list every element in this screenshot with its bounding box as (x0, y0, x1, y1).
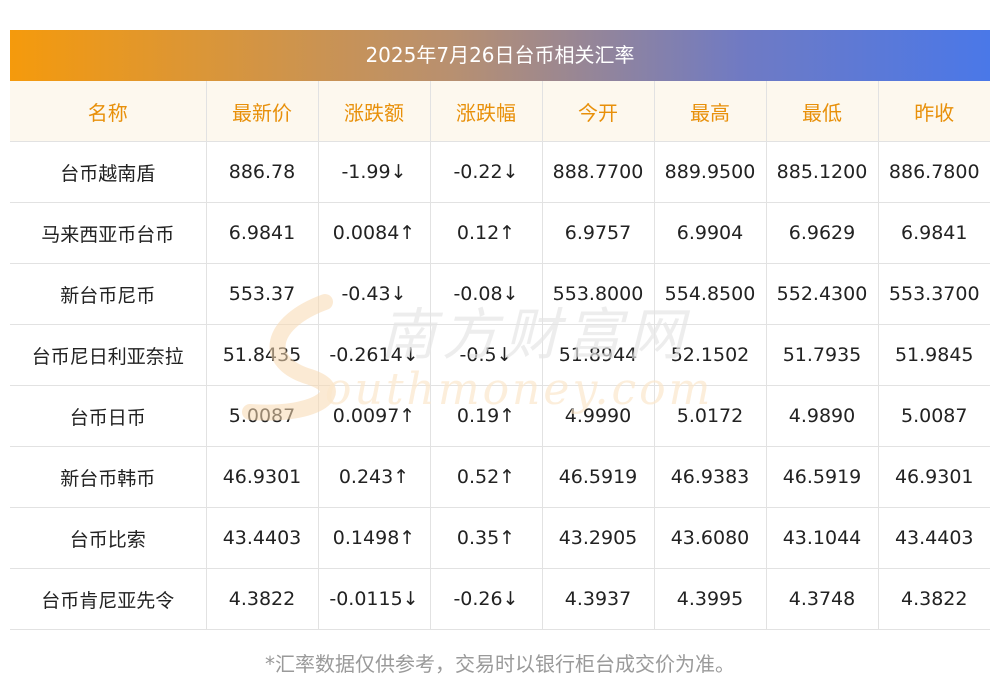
cell-open: 4.9990 (542, 385, 655, 447)
cell-high: 554.8500 (654, 263, 767, 325)
cell-change-pct: -0.22↓ (430, 141, 543, 203)
cell-prev-close: 886.7800 (878, 141, 990, 203)
table-row: 台币日币 5.0087 0.0097↑ 0.19↑ 4.9990 5.0172 4.9890… (10, 385, 990, 447)
table-row: 台币越南盾 886.78 -1.99↓ -0.22↓ 888.7700 889.9500 8… (10, 141, 990, 203)
cell-name: 马来西亚币台币 (10, 202, 207, 264)
cell-name: 台币尼日利亚奈拉 (10, 324, 207, 386)
cell-latest: 43.4403 (206, 507, 319, 569)
cell-low: 4.3748 (766, 568, 879, 630)
cell-change: 0.243↑ (318, 446, 431, 508)
header-change: 涨跌额 (318, 81, 431, 142)
cell-prev-close: 6.9841 (878, 202, 990, 264)
header-latest: 最新价 (206, 81, 319, 142)
cell-change-pct: -0.5↓ (430, 324, 543, 386)
table-row: 台币肯尼亚先令 4.3822 -0.0115↓ -0.26↓ 4.3937 4.3995 4… (10, 568, 990, 630)
cell-change: -0.0115↓ (318, 568, 431, 630)
cell-latest: 51.8435 (206, 324, 319, 386)
table-row: 台币尼日利亚奈拉 51.8435 -0.2614↓ -0.5↓ 51.8944 52.15… (10, 324, 990, 386)
cell-high: 52.1502 (654, 324, 767, 386)
header-name: 名称 (10, 81, 207, 142)
cell-latest: 46.9301 (206, 446, 319, 508)
cell-prev-close: 46.9301 (878, 446, 990, 508)
cell-change: 0.0097↑ (318, 385, 431, 447)
exchange-rate-table: 名称 最新价 涨跌额 涨跌幅 今开 最高 最低 昨收 台币越南盾 886.78 -1… (10, 81, 990, 630)
cell-low: 46.5919 (766, 446, 879, 508)
cell-name: 台币日币 (10, 385, 207, 447)
disclaimer-footer: *汇率数据仅供参考，交易时以银行柜台成交价为准。 (265, 652, 735, 676)
table-row: 台币比索 43.4403 0.1498↑ 0.35↑ 43.2905 43.6080 43.… (10, 507, 990, 569)
cell-change-pct: -0.26↓ (430, 568, 543, 630)
table-header-row: 名称 最新价 涨跌额 涨跌幅 今开 最高 最低 昨收 (10, 81, 990, 142)
cell-change-pct: 0.35↑ (430, 507, 543, 569)
cell-low: 51.7935 (766, 324, 879, 386)
cell-open: 6.9757 (542, 202, 655, 264)
cell-open: 4.3937 (542, 568, 655, 630)
cell-open: 51.8944 (542, 324, 655, 386)
cell-prev-close: 5.0087 (878, 385, 990, 447)
cell-open: 553.8000 (542, 263, 655, 325)
table-body: 台币越南盾 886.78 -1.99↓ -0.22↓ 888.7700 889.9500 8… (10, 141, 990, 630)
cell-high: 6.9904 (654, 202, 767, 264)
cell-change-pct: 0.52↑ (430, 446, 543, 508)
cell-change-pct: 0.12↑ (430, 202, 543, 264)
cell-change: -0.43↓ (318, 263, 431, 325)
page-title: 2025年7月26日台币相关汇率 (10, 30, 990, 81)
cell-low: 43.1044 (766, 507, 879, 569)
header-open: 今开 (542, 81, 655, 142)
cell-latest: 886.78 (206, 141, 319, 203)
cell-high: 43.6080 (654, 507, 767, 569)
cell-change: 0.1498↑ (318, 507, 431, 569)
cell-low: 885.1200 (766, 141, 879, 203)
cell-low: 6.9629 (766, 202, 879, 264)
cell-low: 552.4300 (766, 263, 879, 325)
cell-latest: 6.9841 (206, 202, 319, 264)
table-row: 新台币尼币 553.37 -0.43↓ -0.08↓ 553.8000 554.8500 5… (10, 263, 990, 325)
cell-prev-close: 51.9845 (878, 324, 990, 386)
cell-prev-close: 553.3700 (878, 263, 990, 325)
cell-low: 4.9890 (766, 385, 879, 447)
cell-open: 46.5919 (542, 446, 655, 508)
cell-high: 889.9500 (654, 141, 767, 203)
cell-high: 46.9383 (654, 446, 767, 508)
cell-open: 888.7700 (542, 141, 655, 203)
cell-change: 0.0084↑ (318, 202, 431, 264)
cell-high: 4.3995 (654, 568, 767, 630)
cell-name: 台币比索 (10, 507, 207, 569)
cell-latest: 5.0087 (206, 385, 319, 447)
cell-open: 43.2905 (542, 507, 655, 569)
cell-high: 5.0172 (654, 385, 767, 447)
header-change-pct: 涨跌幅 (430, 81, 543, 142)
cell-change: -1.99↓ (318, 141, 431, 203)
table-row: 新台币韩币 46.9301 0.243↑ 0.52↑ 46.5919 46.9383 46.… (10, 446, 990, 508)
cell-name: 新台币尼币 (10, 263, 207, 325)
cell-change-pct: -0.08↓ (430, 263, 543, 325)
header-high: 最高 (654, 81, 767, 142)
header-low: 最低 (766, 81, 879, 142)
cell-latest: 4.3822 (206, 568, 319, 630)
header-prev-close: 昨收 (878, 81, 990, 142)
cell-prev-close: 4.3822 (878, 568, 990, 630)
cell-name: 新台币韩币 (10, 446, 207, 508)
table-row: 马来西亚币台币 6.9841 0.0084↑ 0.12↑ 6.9757 6.9904 6.9… (10, 202, 990, 264)
cell-prev-close: 43.4403 (878, 507, 990, 569)
cell-change: -0.2614↓ (318, 324, 431, 386)
cell-name: 台币越南盾 (10, 141, 207, 203)
cell-latest: 553.37 (206, 263, 319, 325)
cell-name: 台币肯尼亚先令 (10, 568, 207, 630)
cell-change-pct: 0.19↑ (430, 385, 543, 447)
